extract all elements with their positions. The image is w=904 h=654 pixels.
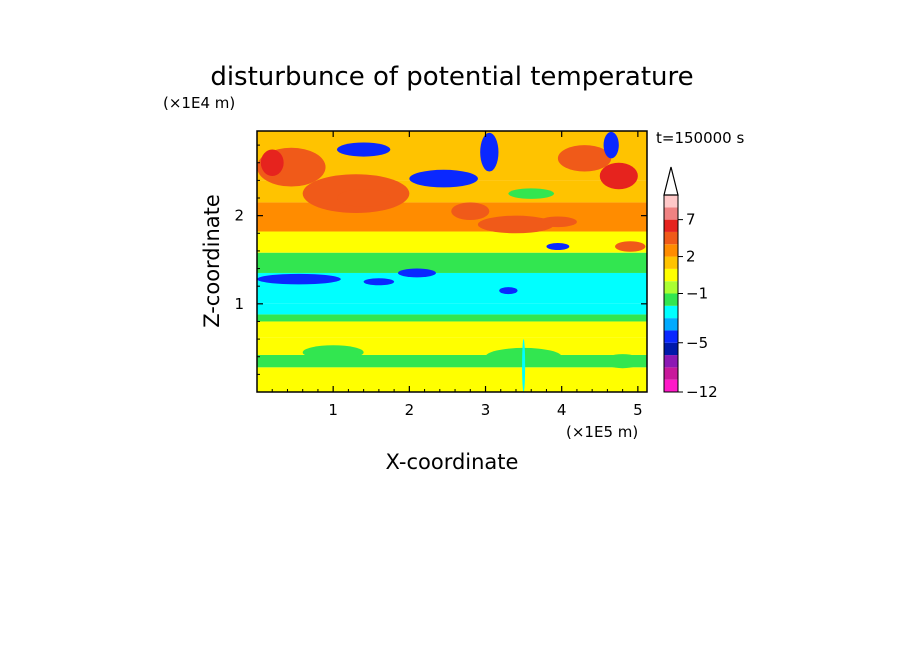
- x-axis-ticks: 1 2 3 4 5: [271, 131, 643, 419]
- colorbar-label: −1: [686, 285, 708, 303]
- field-feature: [257, 273, 341, 285]
- colorbar-label: −5: [686, 334, 708, 352]
- field-feature: [302, 345, 364, 360]
- colorbar-segment: [664, 231, 678, 245]
- colorbar-segment: [664, 330, 678, 343]
- colorbar-segment: [664, 281, 678, 294]
- field-feature: [397, 268, 437, 278]
- field-feature: [451, 202, 490, 221]
- field-feature: [363, 278, 395, 286]
- field-feature: [480, 132, 499, 172]
- y-axis-ticks: 12: [234, 144, 647, 375]
- colorbar-label: −12: [686, 383, 718, 401]
- colorbar-extend-arrow: [663, 166, 679, 196]
- field-feature: [264, 259, 311, 269]
- field-feature: [522, 339, 526, 392]
- field-feature: [557, 145, 612, 172]
- field-feature: [508, 188, 555, 199]
- colorbar-segment: [664, 244, 678, 257]
- field-band: [257, 231, 647, 253]
- colorbar-segment: [664, 195, 678, 208]
- y-unit-label: (×1E4 m): [163, 94, 235, 112]
- field-feature: [499, 287, 518, 295]
- field-feature: [599, 162, 638, 190]
- field-band: [257, 303, 647, 315]
- field-feature: [260, 149, 284, 176]
- plot-frame: [256, 130, 648, 393]
- field-band: [257, 202, 647, 232]
- colorbar-segment: [664, 293, 678, 306]
- field-band: [257, 367, 647, 392]
- x-tick-label: 1: [328, 401, 338, 419]
- colorbar-label: 2: [686, 248, 696, 266]
- field-feature: [336, 189, 391, 207]
- field-band: [257, 321, 647, 338]
- colorbar-segment: [664, 219, 678, 232]
- colorbar-segment: [664, 342, 678, 356]
- x-tick-label: 4: [557, 401, 567, 419]
- field-feature: [538, 216, 577, 228]
- field-band: [257, 252, 647, 273]
- field-feature: [615, 241, 646, 252]
- time-annotation: t=150000 s: [656, 129, 744, 147]
- colorbar-segment: [664, 367, 678, 380]
- colorbar-segment: [664, 355, 678, 368]
- chart-title: disturbunce of potential temperature: [210, 62, 693, 92]
- x-tick-label: 2: [405, 401, 415, 419]
- y-tick-label: 2: [234, 207, 244, 225]
- x-axis-label: X-coordinate: [386, 450, 519, 474]
- plot-area: [257, 131, 647, 392]
- field-feature: [336, 142, 391, 157]
- x-tick-label: 5: [633, 401, 643, 419]
- y-axis-label: Z-coordinate: [200, 194, 224, 328]
- feature-layer: [257, 131, 646, 392]
- colorbar-segment: [664, 305, 678, 319]
- colorbar-segment: [664, 268, 678, 282]
- colorbar-segment: [664, 318, 678, 331]
- y-tick-label: 1: [234, 295, 244, 313]
- field-feature: [409, 169, 478, 188]
- x-unit-label: (×1E5 m): [566, 423, 638, 441]
- field-band: [257, 314, 647, 322]
- colorbar: 7 2 −1 −5 −12: [663, 166, 718, 401]
- colorbar-segment: [664, 379, 678, 392]
- colorbar-segment: [664, 256, 678, 269]
- field-feature: [477, 215, 555, 234]
- x-tick-label: 3: [481, 401, 491, 419]
- field-feature: [546, 242, 570, 251]
- field-feature: [603, 131, 619, 159]
- colorbar-label: 7: [686, 211, 696, 229]
- field-feature: [603, 354, 642, 369]
- band-layer: [257, 131, 647, 392]
- colorbar-segment: [664, 207, 678, 220]
